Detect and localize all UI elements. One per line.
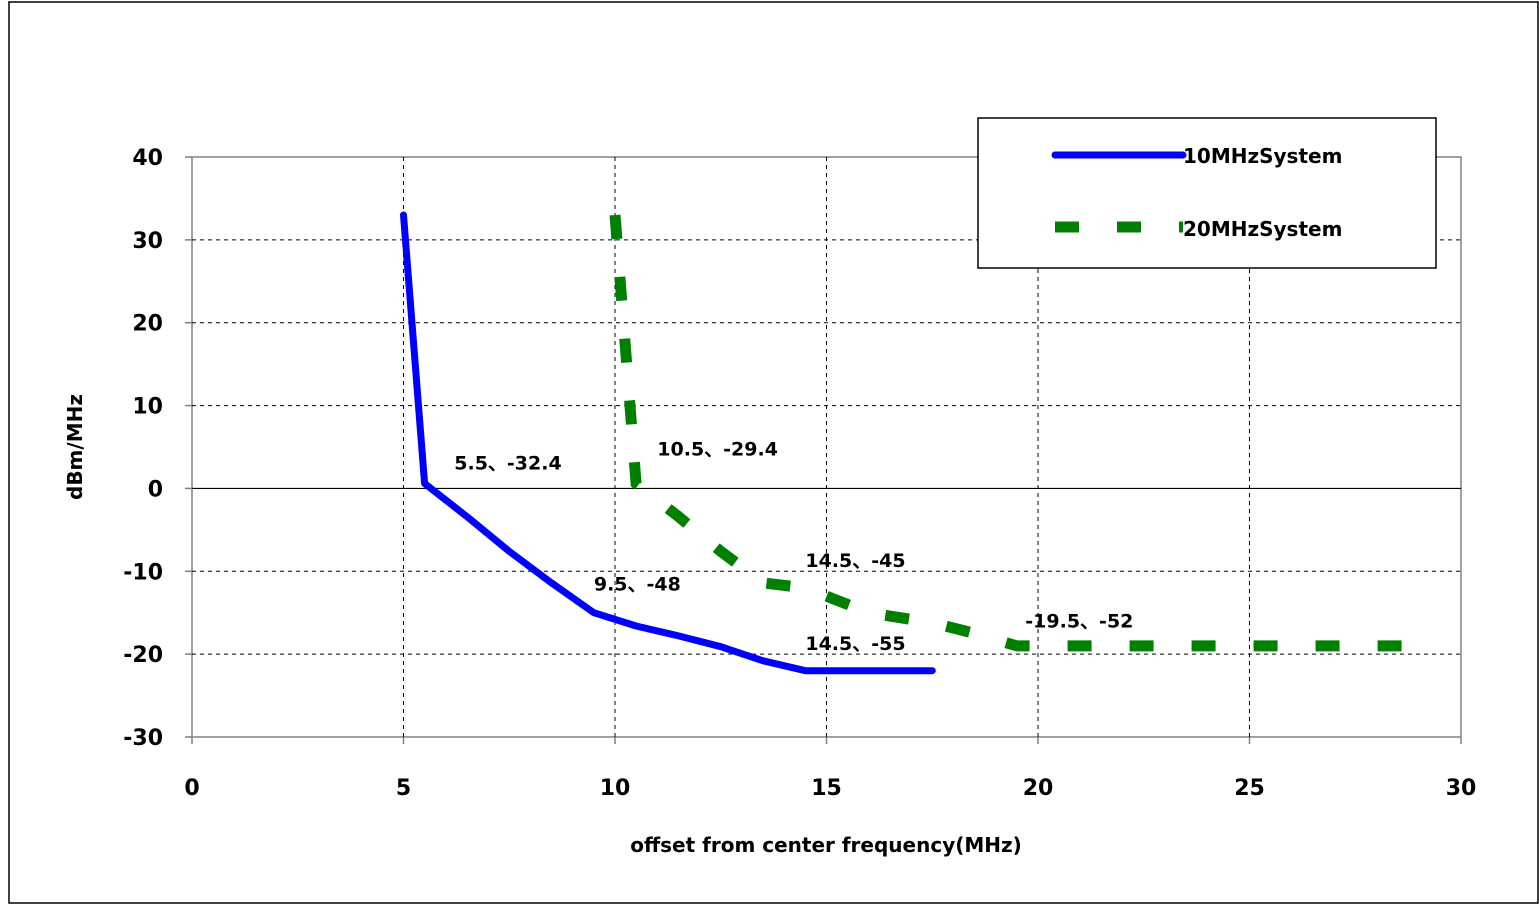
annotation-layer: 5.5、-32.4 10.5、-29.4 9.5、-48 14.5、-45 14.5、-… [454,438,1133,655]
series-line-0 [400,211,936,675]
x-tick-label: 20 [1023,776,1054,801]
data-annotation: 14.5、-45 [805,550,905,572]
data-annotation: 10.5、-29.4 [657,438,778,460]
x-tick-label: 10 [600,776,631,801]
x-axis-title: offset from center frequency(MHz) [630,833,1022,857]
series-line-1 [609,214,1432,652]
data-annotation: -19.5、-52 [1025,611,1133,633]
legend-label-10mhz: 10MHzSystem [1183,144,1342,168]
legend: 10MHzSystem 20MHzSystem [977,117,1437,269]
y-tick-label: 40 [132,146,163,171]
y-tick-label: -10 [123,560,163,585]
x-tick-label: 5 [396,776,411,801]
y-tick-label: -30 [123,726,163,751]
legend-label-20mhz: 20MHzSystem [1183,217,1342,241]
x-tick-label: 25 [1234,776,1265,801]
x-tick-label: 30 [1446,776,1477,801]
y-tick-label: 30 [132,229,163,254]
y-axis-title: dBm/MHz [63,394,87,500]
data-annotation: 5.5、-32.4 [454,452,561,474]
legend-box [977,117,1437,269]
y-tick-label: 10 [132,395,163,420]
data-annotation: 14.5、-55 [805,633,905,655]
data-annotation: 9.5、-48 [594,573,681,595]
y-tick-label: 20 [132,312,163,337]
series-layer [400,211,1432,675]
y-tick-label: 0 [148,477,163,502]
y-tick-label: -20 [123,643,163,668]
x-tick-label: 0 [184,776,199,801]
tick-layer: 0 5 10 15 20 25 30 40 30 20 10 0 -10 -20 -30 [123,146,1476,801]
x-tick-label: 15 [811,776,842,801]
